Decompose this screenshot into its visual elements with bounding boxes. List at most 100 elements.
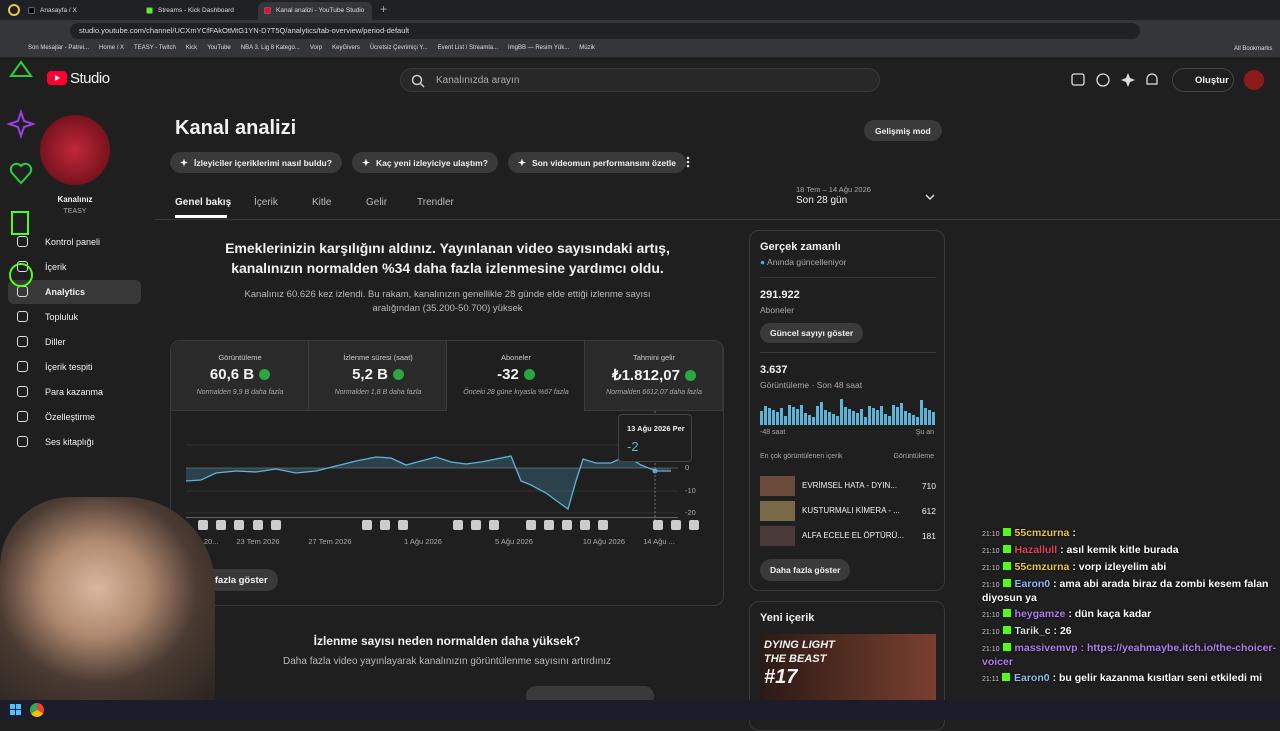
bookmark[interactable]: Home / X [99,45,125,51]
chat-user[interactable]: Earon0 [1014,578,1051,590]
sparkle-icon [517,158,526,167]
stream-overlay-icons [6,60,36,287]
realtime-bar [848,409,851,425]
page-tab[interactable]: İçerik [254,197,278,208]
suggestion-chip[interactable]: İzleyiciler içeriklerimi nasıl buldu? [170,152,342,173]
bookmark[interactable]: KeyGivers [332,45,360,51]
channel-label: Kanalınız [57,195,93,204]
start-button[interactable] [10,704,22,716]
period[interactable]: Son 28 gün [796,195,848,206]
nav-item[interactable]: Ses kitaplığı [8,430,141,454]
nav-icon [17,436,28,447]
realtime-bar [804,413,807,425]
create-button[interactable]: Oluştur [1172,68,1234,92]
show-current-button[interactable]: Güncel sayıyı göster [760,323,864,343]
top-title: KUSTURMALI KİMERA - ... [802,506,900,515]
chrome-taskbar-icon[interactable] [30,703,44,717]
nav-icon [17,361,28,372]
realtime-bar [916,417,919,425]
page-tab[interactable]: Genel bakış [175,197,232,208]
channel-avatar[interactable] [40,115,110,185]
realtime-bar [816,406,819,425]
video-marker [252,520,263,530]
bookmark[interactable]: ImgBB — Resim Yük... [508,45,570,51]
bookmark[interactable]: Müzik [579,45,595,51]
nav-item[interactable]: Topluluk [8,305,141,329]
chat-text[interactable]: : https://yeahmaybe.itch.io/the-choicer-… [982,642,1277,668]
realtime-bar [788,405,791,425]
metric-tab[interactable]: Aboneler -32 Önceki 28 güne kıyasla %67 fa… [447,341,585,411]
nav-item[interactable]: Diller [8,330,141,354]
period-chevron[interactable] [924,192,936,202]
advanced-mode-button[interactable]: Gelişmiş mod [864,120,942,141]
chat-user[interactable]: 55cmzurna [1014,527,1070,539]
bookmark[interactable]: NBA 3. Lig 8 Katego... [240,45,300,51]
browser-tab[interactable]: Anasayfa / X [22,2,136,20]
realtime-bar [928,410,931,425]
kick-badge [1002,579,1011,587]
chat-user[interactable]: Earon0 [1014,672,1050,684]
realtime-bar [784,416,787,425]
all-bookmarks[interactable]: All Bookmarks [1234,46,1273,52]
more-menu[interactable] [684,155,692,169]
nav-icon [17,386,28,397]
page-heading: Kanal analizi [175,117,297,139]
toolbar: studio.youtube.com/channel/UCXmYCfFAkOtM… [0,20,1280,42]
suggestion-chip[interactable]: Son videomun performansını özetle [507,152,686,173]
realtime-bar [872,408,875,425]
chat-user[interactable]: heygamze [1014,608,1066,620]
page-tab[interactable]: Gelir [366,197,388,208]
nav-item[interactable]: Para kazanma [8,380,141,404]
browser-tab[interactable]: Streams - Kick Dashboard [140,2,254,20]
bookmark[interactable]: Son Mesajlar - Patrei... [28,45,90,51]
nav-item[interactable]: Özelleştirme [8,405,141,429]
metric-tab[interactable]: Görüntüleme 60,6 B Normalden 9,9 B daha fa… [171,341,309,411]
tab-bar: Anasayfa / X Streams - Kick Dashboard Kana… [0,0,1280,20]
browser-tab[interactable]: Kanal analizi - YouTube Studio [258,2,372,20]
bookmark[interactable]: Ücretsiz Çevrimiçi Y... [369,45,428,51]
suggestion-chip[interactable]: Kaç yeni izleyiciye ulaştım? [351,152,498,173]
avatar[interactable] [1244,70,1264,90]
top-content-row[interactable]: EVRİMSEL HATA - DYIN... 710 [760,476,936,496]
insight-headline: Emeklerinizin karşılığını aldınız. Yayın… [225,240,670,276]
bookmark[interactable]: YouTube [207,45,231,51]
nav-item[interactable]: Kontrol paneli [8,230,141,254]
new-content-title: Yeni içerik [760,612,815,624]
page-tab[interactable]: Trendler [417,197,454,208]
thumb-text: #17 [764,666,798,688]
nav-item[interactable]: İçerik tespiti [8,355,141,379]
page-tab[interactable]: Kitle [312,197,332,208]
metric-tab[interactable]: Tahmini gelir ₺1.812,07 Normalden 6612,07 … [585,341,723,411]
chat-user[interactable]: 55cmzurna [1014,561,1070,573]
top-title: ALFA ECELE EL ÖPTÜRÜ... [802,531,904,540]
realtime-bar [796,409,799,425]
chat-user[interactable]: Hazallull [1014,544,1058,556]
video-markers [186,517,700,530]
metric-tab[interactable]: İzlenme süresi (saat) 5,2 B Normalden 1,8 … [309,341,447,411]
chat-message: 21:10 55cmzurna: [982,527,1278,541]
bookmark[interactable]: Kick [185,45,198,51]
nav-item[interactable]: Analytics [8,280,141,304]
top-content-row[interactable]: KUSTURMALI KİMERA - ... 612 [760,501,936,521]
chat-user[interactable]: massivemvp [1014,642,1078,654]
bookmark[interactable]: TEASY - Twitch [134,45,176,51]
new-tab[interactable]: + [380,2,388,16]
up-indicator [392,369,404,380]
webcam-overlay [0,497,215,700]
top-content-row[interactable]: ALFA ECELE EL ÖPTÜRÜ... 181 [760,526,936,546]
studio-header: Studio Kanalınızda arayın Oluştur [0,58,1280,102]
metric-value-row: 60,6 B [171,366,309,383]
bookmark[interactable]: Vorp [309,45,323,51]
search-box[interactable]: Kanalınızda arayın [400,68,880,92]
rt-show-more[interactable]: Daha fazla göster [760,559,851,581]
chip-label: Son videomun performansını özetle [531,157,676,168]
metric-note: Normalden 6612,07 daha fazla [606,389,702,396]
chat-time: 21:10 [982,612,1000,619]
chat-user[interactable]: Tarik_c [1014,625,1051,637]
bookmark[interactable]: Event List / Streamla... [437,45,498,51]
views-count: 3.637 [760,364,788,376]
kick-badge [1002,643,1011,651]
realtime-bar [832,414,835,425]
address-bar[interactable]: studio.youtube.com/channel/UCXmYCfFAkOtM… [70,23,1140,39]
active-tab-underline [175,215,227,218]
